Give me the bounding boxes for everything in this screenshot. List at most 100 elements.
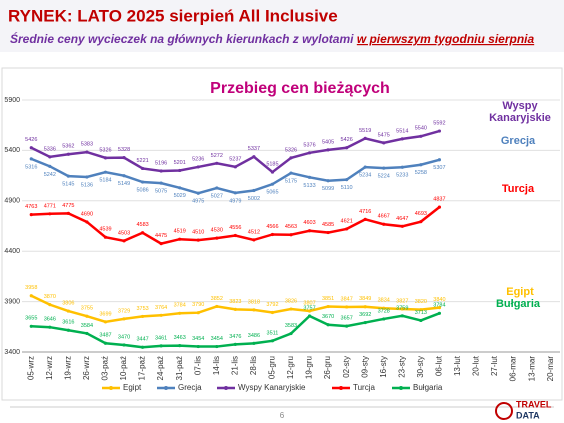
- data-label: 5027: [211, 193, 223, 199]
- point: [270, 182, 275, 186]
- point: [159, 181, 163, 185]
- data-label: 3584: [81, 323, 93, 329]
- data-label: 4979: [229, 198, 241, 204]
- data-label: 4583: [136, 222, 148, 228]
- data-label: 4621: [341, 218, 353, 224]
- x-tick-label: 23-sty: [397, 356, 406, 378]
- point: [196, 238, 200, 242]
- point: [196, 191, 200, 195]
- data-label: 4716: [359, 209, 371, 215]
- legend-marker: [339, 386, 343, 390]
- data-label: 3447: [136, 337, 148, 343]
- data-label: 5307: [433, 165, 445, 171]
- x-tick-label: 19-wrz: [63, 356, 72, 380]
- x-tick-label: 26-wrz: [82, 356, 91, 380]
- point: [326, 304, 330, 309]
- point: [400, 224, 404, 228]
- data-label: 3655: [25, 316, 37, 322]
- data-label: 3757: [303, 305, 315, 311]
- point: [326, 323, 330, 327]
- data-label: 5242: [44, 172, 56, 178]
- point: [307, 314, 312, 318]
- point: [215, 161, 219, 165]
- data-label: 5029: [174, 193, 186, 199]
- data-label: 4693: [415, 211, 427, 217]
- point: [48, 303, 52, 307]
- x-tick-label: 05-gru: [268, 356, 277, 379]
- point: [345, 227, 349, 231]
- data-label: 5337: [248, 146, 260, 152]
- point: [85, 314, 89, 318]
- point: [48, 212, 52, 216]
- point: [178, 344, 182, 348]
- data-label: 5234: [359, 173, 371, 179]
- data-label: 3728: [378, 308, 390, 314]
- point: [289, 307, 293, 311]
- chart-frame: [1, 67, 563, 401]
- data-label: 5426: [341, 137, 353, 143]
- data-label: 5326: [99, 147, 111, 153]
- data-label: 4837: [433, 197, 445, 203]
- point: [382, 306, 386, 310]
- point: [289, 156, 293, 160]
- point: [400, 165, 404, 169]
- point: [159, 313, 163, 317]
- point: [178, 311, 182, 315]
- point: [400, 307, 404, 311]
- data-label: 4975: [192, 199, 204, 205]
- data-label: 3486: [248, 333, 260, 339]
- point: [400, 314, 404, 318]
- data-label: 3670: [322, 314, 334, 320]
- data-label: 3818: [248, 299, 260, 305]
- point: [270, 339, 275, 343]
- legend-marker: [399, 386, 403, 390]
- data-label: 5099: [322, 186, 334, 192]
- data-label: 5175: [285, 179, 297, 185]
- logo-text: TRAVEL: [516, 399, 552, 409]
- data-label: 4775: [62, 203, 74, 209]
- point: [289, 171, 293, 175]
- data-label: 3454: [211, 336, 223, 342]
- point: [178, 168, 182, 173]
- legend-marker: [109, 386, 113, 390]
- point: [29, 294, 33, 298]
- point: [66, 328, 70, 332]
- point: [363, 136, 367, 141]
- data-label: 3958: [25, 285, 37, 291]
- chart-title: Przebieg cen bieżących: [210, 80, 390, 97]
- point: [437, 311, 442, 315]
- data-label: 3849: [359, 296, 371, 302]
- data-label: 3807: [303, 300, 315, 306]
- point: [196, 311, 200, 315]
- x-tick-label: 16-sty: [379, 356, 388, 378]
- data-label: 5110: [341, 185, 353, 191]
- data-label: 3847: [341, 296, 353, 302]
- data-label: 5185: [266, 162, 278, 168]
- point: [307, 229, 312, 233]
- y-tick-label: 5900: [4, 97, 20, 104]
- data-label: 5149: [118, 181, 130, 187]
- point: [363, 217, 367, 221]
- data-label: 3511: [267, 330, 279, 336]
- point: [122, 317, 126, 321]
- data-label: 3840: [433, 297, 445, 303]
- data-label: 3692: [359, 312, 371, 318]
- x-tick-label: 12-wrz: [45, 356, 54, 380]
- data-label: 5383: [81, 142, 93, 148]
- x-tick-label: 06-mar: [509, 356, 518, 382]
- data-label: 5258: [415, 170, 427, 176]
- subtitle-text: Średnie ceny wycieczek na głównych kieru…: [10, 31, 357, 46]
- data-label: 3790: [192, 302, 204, 308]
- data-label: 4475: [155, 233, 167, 239]
- point: [178, 237, 182, 241]
- point: [48, 325, 52, 329]
- point: [419, 220, 423, 224]
- point: [215, 344, 219, 349]
- point: [159, 169, 163, 173]
- point: [270, 310, 275, 315]
- x-tick-label: 14-lis: [212, 356, 221, 375]
- point: [196, 165, 200, 169]
- point: [233, 342, 237, 346]
- data-label: 5236: [192, 156, 204, 162]
